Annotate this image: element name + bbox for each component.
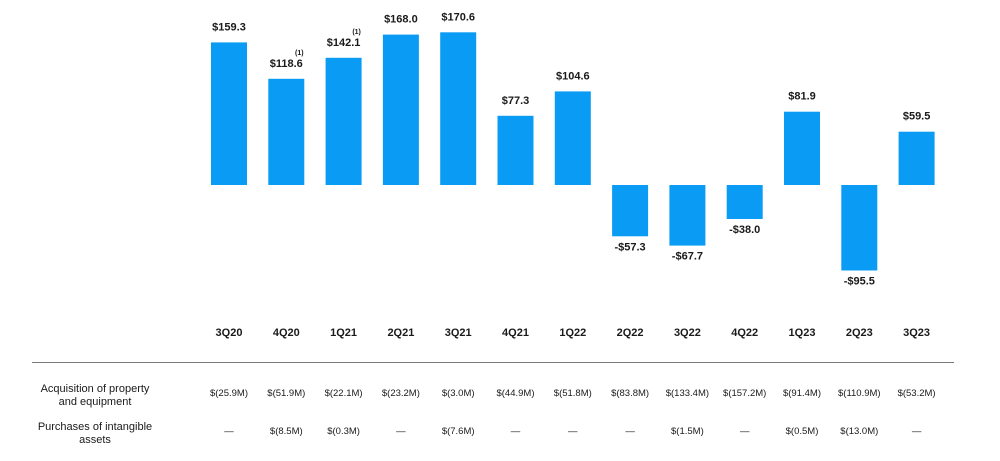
x-tick-label-1Q23: 1Q23	[789, 327, 816, 339]
bar-3Q22	[669, 185, 706, 246]
data-label-2Q22: -$57.3	[614, 241, 645, 253]
table-cell: $(0.5M)	[785, 426, 819, 437]
table-cell: $(8.5M)	[269, 426, 303, 437]
table-cell: —	[510, 426, 521, 437]
table-cell: $(157.2M)	[723, 388, 767, 399]
table-cell: $(3.0M)	[441, 388, 475, 399]
table-cell: $(0.3M)	[327, 426, 360, 437]
data-label-1Q22: $104.6	[556, 70, 590, 82]
row-values-acquisition: $(25.9M) $(51.9M) $(22.1M) $(23.2M) $(3.0M) $…	[0, 387, 1000, 401]
x-tick-label-3Q22: 3Q22	[674, 327, 701, 339]
x-tick-label-1Q21: 1Q21	[330, 327, 357, 339]
row-label-line: Acquisition of property	[40, 383, 150, 395]
x-tick-label-2Q23: 2Q23	[846, 327, 873, 339]
bar-2Q23	[841, 185, 878, 271]
data-label-4Q21: $77.3	[502, 95, 530, 107]
x-tick-label-1Q22: 1Q22	[559, 327, 586, 339]
table-cell: $(83.8M)	[611, 388, 650, 399]
table-cell: $(22.1M)	[324, 388, 363, 399]
x-tick-label-4Q21: 4Q21	[502, 327, 529, 339]
bar-4Q21	[497, 115, 534, 185]
data-label-4Q20: $118.6	[270, 58, 303, 70]
bar-3Q21	[440, 32, 477, 185]
data-label-3Q22: -$67.7	[672, 251, 703, 263]
table-cell: —	[739, 426, 750, 437]
bar-2Q21	[382, 34, 419, 185]
bar-2Q22	[612, 185, 649, 237]
table-cell: $(25.9M)	[209, 388, 248, 399]
footnote-mark-4Q20: (1)	[295, 50, 304, 57]
data-label-3Q23: $59.5	[903, 111, 931, 123]
x-tick-label-3Q20: 3Q20	[216, 327, 243, 339]
bar-1Q22	[554, 91, 591, 185]
table-cell: $(110.9M)	[838, 388, 881, 399]
row-label-intangibles: Purchases of intangible assets	[0, 421, 190, 447]
bar-1Q23	[784, 111, 820, 185]
row-label-acquisition: Acquisition of property and equipment	[0, 383, 190, 409]
row-label-line: and equipment	[58, 396, 132, 408]
x-tick-label-3Q23: 3Q23	[903, 327, 930, 339]
data-label-4Q22: -$38.0	[729, 224, 760, 236]
data-label-1Q21: $142.1	[327, 37, 361, 49]
data-label-2Q23: -$95.5	[844, 276, 875, 288]
row-label-line: assets	[79, 434, 111, 446]
bar-3Q23	[898, 131, 935, 185]
x-tick-label-2Q21: 2Q21	[387, 327, 414, 339]
data-label-2Q21: $168.0	[384, 14, 418, 26]
table-cell: $(13.0M)	[840, 426, 879, 437]
row-values-intangibles: — $(8.5M) $(0.3M) — $(7.6M) — — — $(1.5M) — $(0.5M…	[0, 425, 1000, 439]
footnote-mark-1Q21: (1)	[352, 29, 361, 36]
table-cell: $(53.2M)	[897, 388, 936, 399]
data-label-3Q21: $170.6	[441, 11, 475, 23]
x-tick-label-4Q20: 4Q20	[273, 327, 300, 339]
bar-4Q22	[726, 185, 763, 219]
table-cell: $(51.9M)	[267, 388, 306, 399]
table-divider	[32, 362, 954, 363]
x-tick-label-2Q22: 2Q22	[617, 327, 644, 339]
bar-chart: $159.33Q20$118.6(1)4Q20$142.1(1)1Q21$168…	[211, 11, 935, 339]
bar-1Q21	[325, 57, 362, 185]
table-cell: —	[911, 426, 922, 437]
data-label-3Q20: $159.3	[212, 21, 246, 33]
bar-4Q20	[268, 78, 305, 185]
table-cell: $(1.5M)	[671, 426, 704, 437]
bar-3Q20	[211, 42, 247, 186]
data-label-1Q23: $81.9	[788, 91, 816, 103]
table-cell: —	[625, 426, 635, 437]
table-cell: $(23.2M)	[381, 388, 420, 399]
x-tick-label-3Q21: 3Q21	[445, 327, 472, 339]
table-cell: —	[568, 426, 578, 437]
table-cell: —	[396, 426, 406, 437]
table-cell: —	[224, 426, 234, 437]
row-label-line: Purchases of intangible	[37, 421, 153, 433]
table-cell: $(51.8M)	[553, 388, 592, 399]
table-cell: $(91.4M)	[782, 388, 821, 399]
table-cell: $(44.9M)	[496, 388, 535, 399]
table-cell: $(133.4M)	[665, 388, 710, 399]
table-cell: $(7.6M)	[441, 426, 475, 437]
x-tick-label-4Q22: 4Q22	[731, 327, 758, 339]
